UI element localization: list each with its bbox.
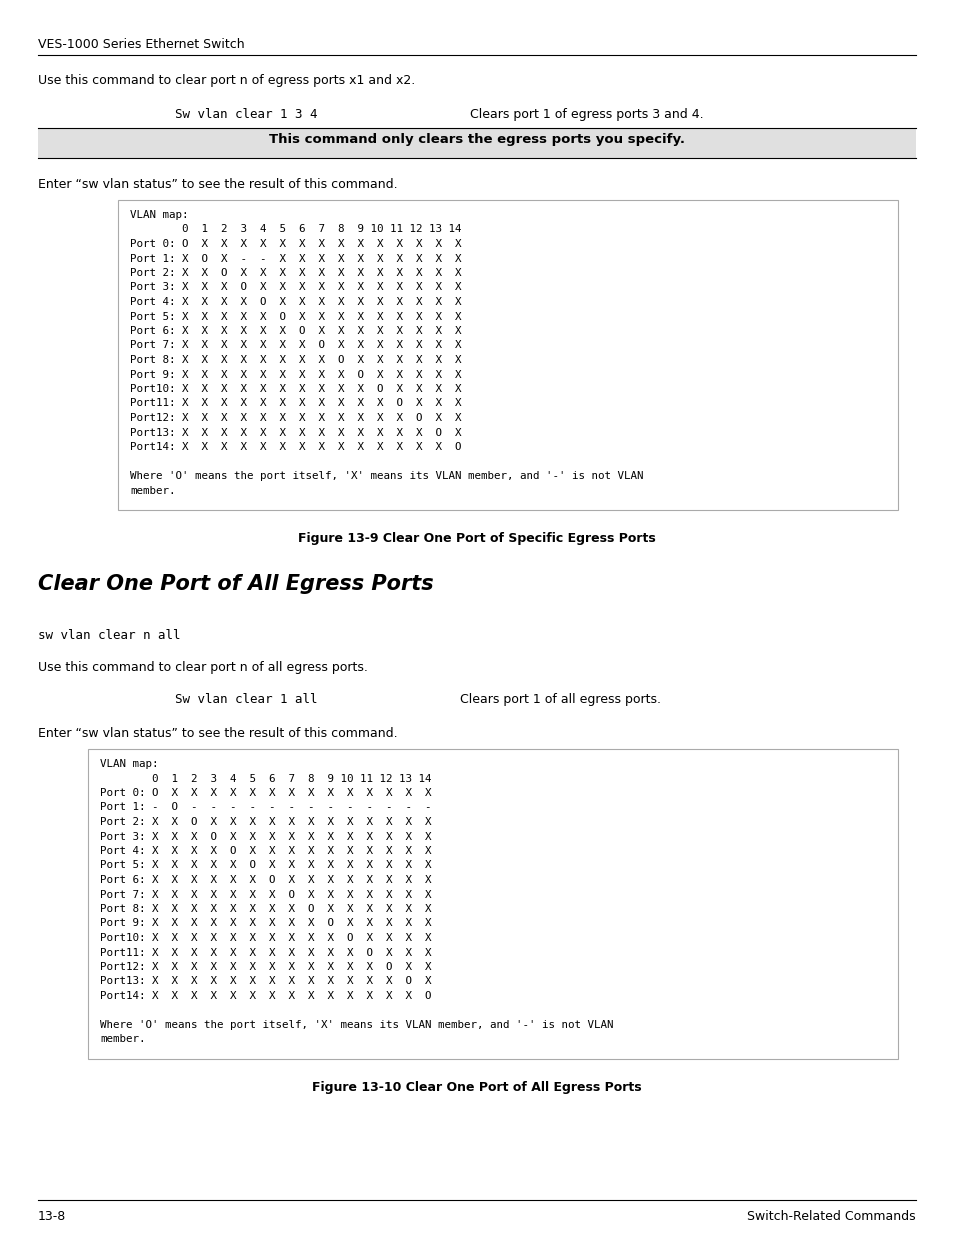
- Text: Use this command to clear port n of all egress ports.: Use this command to clear port n of all …: [38, 661, 368, 674]
- Text: 0  1  2  3  4  5  6  7  8  9 10 11 12 13 14: 0 1 2 3 4 5 6 7 8 9 10 11 12 13 14: [130, 225, 461, 235]
- Text: Port 4: X  X  X  X  O  X  X  X  X  X  X  X  X  X  X: Port 4: X X X X O X X X X X X X X X X: [100, 846, 431, 856]
- Text: Port12: X  X  X  X  X  X  X  X  X  X  X  X  O  X  X: Port12: X X X X X X X X X X X X O X X: [100, 962, 431, 972]
- Text: Figure 13-10 Clear One Port of All Egress Ports: Figure 13-10 Clear One Port of All Egres…: [312, 1081, 641, 1094]
- Text: Port 3: X  X  X  O  X  X  X  X  X  X  X  X  X  X  X: Port 3: X X X O X X X X X X X X X X X: [100, 831, 431, 841]
- Text: Port 5: X  X  X  X  X  O  X  X  X  X  X  X  X  X  X: Port 5: X X X X X O X X X X X X X X X: [100, 861, 431, 871]
- Text: Port 0: O  X  X  X  X  X  X  X  X  X  X  X  X  X  X: Port 0: O X X X X X X X X X X X X X X: [130, 240, 461, 249]
- Text: Use this command to clear port n of egress ports x1 and x2.: Use this command to clear port n of egre…: [38, 74, 415, 86]
- Text: Port 0: O  X  X  X  X  X  X  X  X  X  X  X  X  X  X: Port 0: O X X X X X X X X X X X X X X: [100, 788, 431, 798]
- Text: member.: member.: [130, 485, 175, 495]
- Text: Port 3: X  X  X  O  X  X  X  X  X  X  X  X  X  X  X: Port 3: X X X O X X X X X X X X X X X: [130, 283, 461, 293]
- Text: member.: member.: [100, 1035, 146, 1045]
- Text: VLAN map:: VLAN map:: [100, 760, 158, 769]
- Text: Port 8: X  X  X  X  X  X  X  X  O  X  X  X  X  X  X: Port 8: X X X X X X X X O X X X X X X: [130, 354, 461, 366]
- Text: Port14: X  X  X  X  X  X  X  X  X  X  X  X  X  X  O: Port14: X X X X X X X X X X X X X X O: [130, 442, 461, 452]
- Text: Port11: X  X  X  X  X  X  X  X  X  X  X  O  X  X  X: Port11: X X X X X X X X X X X O X X X: [130, 399, 461, 409]
- Text: Port 6: X  X  X  X  X  X  O  X  X  X  X  X  X  X  X: Port 6: X X X X X X O X X X X X X X X: [130, 326, 461, 336]
- Text: Port 6: X  X  X  X  X  X  O  X  X  X  X  X  X  X  X: Port 6: X X X X X X O X X X X X X X X: [100, 876, 431, 885]
- Text: Port13: X  X  X  X  X  X  X  X  X  X  X  X  X  O  X: Port13: X X X X X X X X X X X X X O X: [100, 977, 431, 987]
- Text: VES-1000 Series Ethernet Switch: VES-1000 Series Ethernet Switch: [38, 38, 244, 51]
- Text: Port 9: X  X  X  X  X  X  X  X  X  O  X  X  X  X  X: Port 9: X X X X X X X X X O X X X X X: [130, 369, 461, 379]
- Text: Port 2: X  X  O  X  X  X  X  X  X  X  X  X  X  X  X: Port 2: X X O X X X X X X X X X X X X: [130, 268, 461, 278]
- Text: Port 9: X  X  X  X  X  X  X  X  X  O  X  X  X  X  X: Port 9: X X X X X X X X X O X X X X X: [100, 919, 431, 929]
- Text: 0  1  2  3  4  5  6  7  8  9 10 11 12 13 14: 0 1 2 3 4 5 6 7 8 9 10 11 12 13 14: [100, 773, 431, 783]
- Text: Port10: X  X  X  X  X  X  X  X  X  X  O  X  X  X  X: Port10: X X X X X X X X X X O X X X X: [130, 384, 461, 394]
- Text: Figure 13-9 Clear One Port of Specific Egress Ports: Figure 13-9 Clear One Port of Specific E…: [297, 532, 656, 545]
- Text: Sw vlan clear 1 3 4: Sw vlan clear 1 3 4: [174, 107, 317, 121]
- Text: Enter “sw vlan status” to see the result of this command.: Enter “sw vlan status” to see the result…: [38, 178, 397, 191]
- Text: Clear One Port of All Egress Ports: Clear One Port of All Egress Ports: [38, 574, 434, 594]
- Text: Switch-Related Commands: Switch-Related Commands: [746, 1210, 915, 1223]
- Text: Port 8: X  X  X  X  X  X  X  X  O  X  X  X  X  X  X: Port 8: X X X X X X X X O X X X X X X: [100, 904, 431, 914]
- Text: Where 'O' means the port itself, 'X' means its VLAN member, and '-' is not VLAN: Where 'O' means the port itself, 'X' mea…: [130, 471, 643, 480]
- FancyBboxPatch shape: [118, 200, 897, 510]
- Text: Sw vlan clear 1 all: Sw vlan clear 1 all: [174, 693, 317, 706]
- Text: This command only clears the egress ports you specify.: This command only clears the egress port…: [269, 132, 684, 146]
- Text: Port 7: X  X  X  X  X  X  X  O  X  X  X  X  X  X  X: Port 7: X X X X X X X O X X X X X X X: [130, 341, 461, 351]
- Text: Port11: X  X  X  X  X  X  X  X  X  X  X  O  X  X  X: Port11: X X X X X X X X X X X O X X X: [100, 947, 431, 957]
- Text: Port 4: X  X  X  X  O  X  X  X  X  X  X  X  X  X  X: Port 4: X X X X O X X X X X X X X X X: [130, 296, 461, 308]
- Text: Port 1: X  O  X  -  -  X  X  X  X  X  X  X  X  X  X: Port 1: X O X - - X X X X X X X X X X: [130, 253, 461, 263]
- FancyBboxPatch shape: [88, 748, 897, 1058]
- Text: Clears port 1 of all egress ports.: Clears port 1 of all egress ports.: [459, 693, 660, 706]
- FancyBboxPatch shape: [38, 128, 915, 158]
- Text: 13-8: 13-8: [38, 1210, 66, 1223]
- Text: Port 2: X  X  O  X  X  X  X  X  X  X  X  X  X  X  X: Port 2: X X O X X X X X X X X X X X X: [100, 818, 431, 827]
- Text: Clears port 1 of egress ports 3 and 4.: Clears port 1 of egress ports 3 and 4.: [470, 107, 703, 121]
- Text: Port 5: X  X  X  X  X  O  X  X  X  X  X  X  X  X  X: Port 5: X X X X X O X X X X X X X X X: [130, 311, 461, 321]
- Text: Enter “sw vlan status” to see the result of this command.: Enter “sw vlan status” to see the result…: [38, 727, 397, 740]
- Text: Port10: X  X  X  X  X  X  X  X  X  X  O  X  X  X  X: Port10: X X X X X X X X X X O X X X X: [100, 932, 431, 944]
- Text: VLAN map:: VLAN map:: [130, 210, 189, 220]
- Text: Port13: X  X  X  X  X  X  X  X  X  X  X  X  X  O  X: Port13: X X X X X X X X X X X X X O X: [130, 427, 461, 437]
- Text: sw vlan clear n all: sw vlan clear n all: [38, 629, 180, 642]
- Text: Port12: X  X  X  X  X  X  X  X  X  X  X  X  O  X  X: Port12: X X X X X X X X X X X X O X X: [130, 412, 461, 424]
- Text: Port14: X  X  X  X  X  X  X  X  X  X  X  X  X  X  O: Port14: X X X X X X X X X X X X X X O: [100, 990, 431, 1002]
- Text: Where 'O' means the port itself, 'X' means its VLAN member, and '-' is not VLAN: Where 'O' means the port itself, 'X' mea…: [100, 1020, 613, 1030]
- Text: Port 1: -  O  -  -  -  -  -  -  -  -  -  -  -  -  -: Port 1: - O - - - - - - - - - - - - -: [100, 803, 431, 813]
- Text: Port 7: X  X  X  X  X  X  X  O  X  X  X  X  X  X  X: Port 7: X X X X X X X O X X X X X X X: [100, 889, 431, 899]
